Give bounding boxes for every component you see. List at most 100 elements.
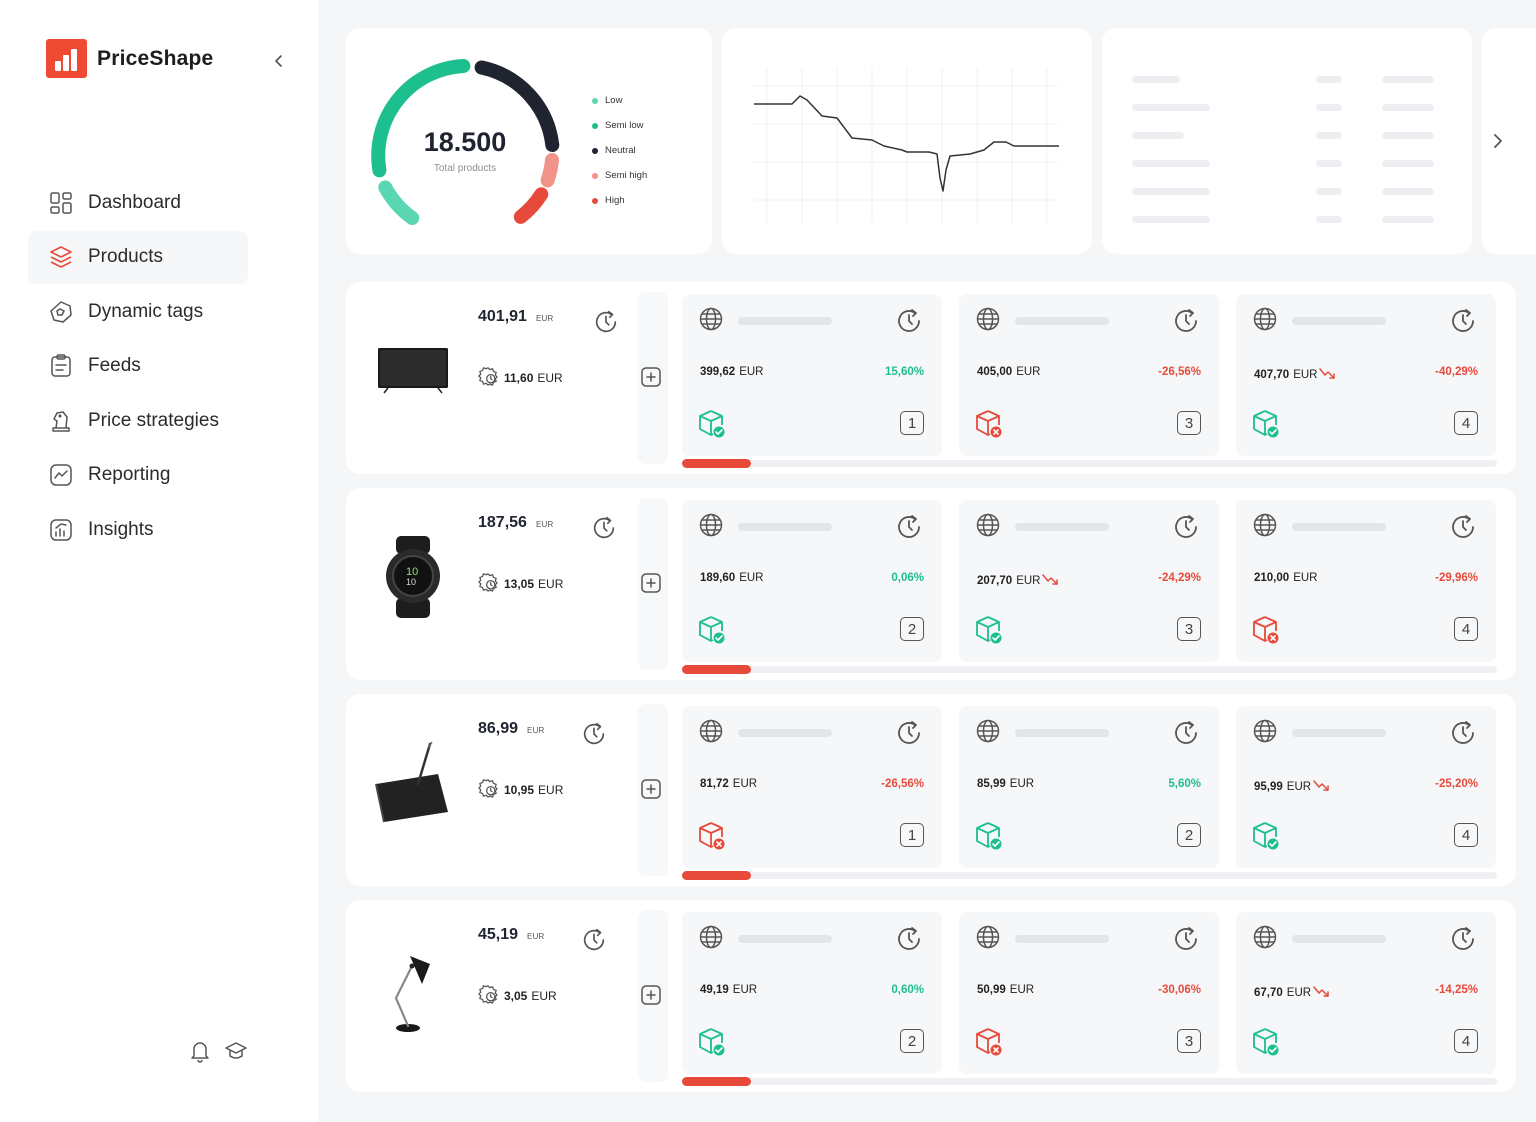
competitor-card[interactable]: 49,19 EUR 0,60% 2 — [682, 912, 942, 1074]
reporting-icon — [50, 464, 72, 486]
competitor-name-placeholder — [1015, 935, 1109, 943]
competitor-card[interactable]: 81,72 EUR -26,56% 1 — [682, 706, 942, 868]
price-history-icon[interactable] — [1171, 924, 1201, 954]
out-of-stock-box-icon — [1250, 614, 1282, 646]
gauge-segment-semi-low — [371, 59, 471, 178]
competitor-card[interactable]: 67,70 EUR -14,25% 4 — [1236, 912, 1496, 1074]
nav-item-dashboard[interactable]: Dashboard — [28, 176, 248, 229]
competitor-card[interactable]: 85,99 EUR 5,60% 2 — [959, 706, 1219, 868]
price-history-icon[interactable] — [1171, 306, 1201, 336]
nav-label: Dynamic tags — [88, 300, 204, 322]
price-history-icon[interactable] — [1448, 718, 1478, 748]
trend-down-icon — [1317, 366, 1339, 383]
price-history-icon[interactable] — [894, 306, 924, 336]
competitor-card[interactable]: 407,70 EUR -40,29% 4 — [1236, 294, 1496, 456]
add-competitor-plus-icon[interactable] — [640, 778, 662, 800]
product-image-tv-icon — [370, 322, 456, 418]
price-history-icon[interactable] — [1448, 512, 1478, 542]
progress-track — [682, 666, 1497, 673]
nav-item-products[interactable]: Products — [28, 230, 248, 284]
product-image-smartwatch-icon: 10 10 — [370, 528, 456, 624]
globe-icon — [1252, 718, 1278, 744]
price-difference: 15,60% — [884, 366, 924, 378]
competitor-price: 210,00 EUR — [1254, 572, 1318, 584]
layers-icon — [50, 246, 72, 268]
price-history-icon[interactable] — [894, 924, 924, 954]
graduation-cap-icon[interactable] — [224, 1038, 248, 1064]
competitor-card[interactable]: 399,62 EUR 15,60% 1 — [682, 294, 942, 456]
price-history-icon[interactable] — [590, 514, 618, 542]
in-stock-box-icon — [696, 1026, 728, 1058]
competitor-card[interactable]: 189,60 EUR 0,06% 2 — [682, 500, 942, 662]
app-logo[interactable]: PriceShape — [46, 39, 213, 78]
competitor-card[interactable]: 50,99 EUR -30,06% 3 — [959, 912, 1219, 1074]
competitor-price: 67,70 EUR — [1254, 984, 1333, 1001]
add-competitor-plus-icon[interactable] — [640, 366, 662, 388]
feed-icon — [51, 354, 71, 377]
collapse-sidebar-chevron-left-icon[interactable] — [270, 52, 288, 70]
legend-item-high: High — [592, 188, 647, 213]
placeholder-list-card — [1102, 28, 1472, 254]
gauge-segment-low — [378, 180, 420, 225]
progress-track — [682, 1078, 1497, 1085]
in-stock-box-icon — [1250, 408, 1282, 440]
product-currency: EUR — [535, 314, 554, 323]
price-history-icon[interactable] — [592, 308, 620, 336]
out-of-stock-box-icon — [973, 1026, 1005, 1058]
total-products-value: 18.500 — [423, 127, 507, 157]
price-difference: -26,56% — [881, 778, 924, 790]
sidebar-footer — [188, 1038, 248, 1064]
competitor-price: 405,00 EUR — [977, 366, 1041, 378]
product-row: 10 10 187,56 EUR 13,05 EUR 189,60 EUR 0,06% 2 207,… — [346, 488, 1516, 680]
chess-knight-icon — [52, 410, 70, 432]
in-stock-box-icon — [1250, 1026, 1282, 1058]
bell-icon[interactable] — [188, 1038, 212, 1064]
price-history-icon[interactable] — [1448, 924, 1478, 954]
competitor-rank-badge: 4 — [1454, 1029, 1478, 1053]
globe-icon — [975, 924, 1001, 950]
price-history-icon[interactable] — [580, 720, 608, 748]
price-history-icon[interactable] — [894, 718, 924, 748]
product-cost: 11,60 EUR — [478, 366, 563, 389]
product-currency: EUR — [527, 726, 545, 735]
competitor-card[interactable]: 95,99 EUR -25,20% 4 — [1236, 706, 1496, 868]
price-history-icon[interactable] — [1171, 718, 1201, 748]
price-history-icon[interactable] — [894, 512, 924, 542]
globe-icon — [698, 924, 724, 950]
next-card-peek — [1482, 28, 1536, 254]
price-difference: -26,56% — [1158, 366, 1201, 378]
cost-settings-icon — [478, 778, 504, 801]
nav-item-dynamic-tags[interactable]: Dynamic tags — [28, 285, 248, 338]
legend-item-neutral: Neutral — [592, 138, 647, 163]
competitor-card[interactable]: 405,00 EUR -26,56% 3 — [959, 294, 1219, 456]
add-competitor-plus-icon[interactable] — [640, 572, 662, 594]
competitor-price: 189,60 EUR — [700, 572, 764, 584]
globe-icon — [1252, 306, 1278, 332]
competitor-card[interactable]: 210,00 EUR -29,96% 4 — [1236, 500, 1496, 662]
sidebar: PriceShape Dashboard Products Dynamic ta… — [0, 0, 318, 1122]
competitor-card[interactable]: 207,70 EUR -24,29% 3 — [959, 500, 1219, 662]
progress-fill — [682, 665, 751, 674]
price-history-icon[interactable] — [1171, 512, 1201, 542]
next-chevron-right-icon[interactable] — [1488, 131, 1508, 151]
progress-track — [682, 872, 1497, 879]
progress-fill — [682, 871, 751, 880]
app-name: PriceShape — [97, 46, 214, 70]
legend-item-semi-low: Semi low — [592, 113, 647, 138]
nav-item-insights[interactable]: Insights — [28, 503, 248, 556]
svg-text:10: 10 — [406, 566, 418, 578]
price-difference: -14,25% — [1435, 984, 1478, 996]
price-history-icon[interactable] — [580, 926, 608, 954]
competitor-price: 81,72 EUR — [700, 778, 758, 790]
nav-item-feeds[interactable]: Feeds — [28, 340, 248, 393]
price-difference: -30,06% — [1158, 984, 1201, 996]
competitor-price: 49,19 EUR — [700, 984, 758, 996]
nav-item-reporting[interactable]: Reporting — [28, 449, 248, 502]
add-competitor-plus-icon[interactable] — [640, 984, 662, 1006]
trend-down-icon — [1311, 984, 1333, 1001]
price-difference: -29,96% — [1435, 572, 1478, 584]
main-nav: Dashboard Products Dynamic tags Feeds Pr… — [28, 176, 248, 558]
nav-item-price-strategies[interactable]: Price strategies — [28, 394, 248, 447]
price-trend-sparkline — [754, 68, 1059, 223]
price-history-icon[interactable] — [1448, 306, 1478, 336]
